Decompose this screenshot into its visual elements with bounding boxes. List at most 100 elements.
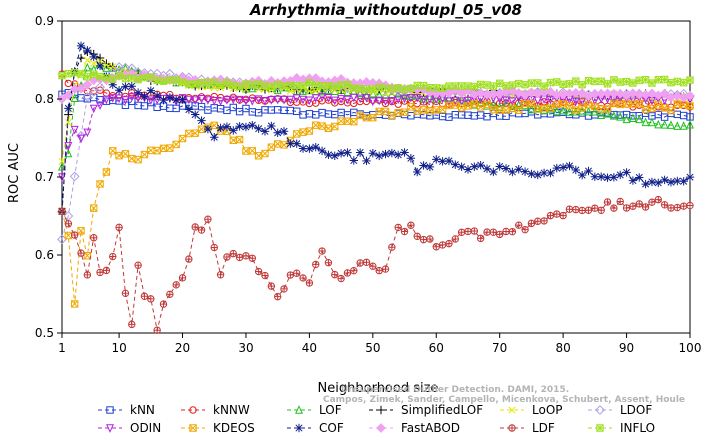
data-point: [597, 110, 606, 119]
data-point: [140, 292, 149, 300]
data-point: [654, 195, 662, 204]
data-point: [204, 216, 212, 223]
data-point: [572, 106, 580, 114]
data-point: [191, 110, 200, 119]
data-point: [299, 274, 307, 282]
data-point: [356, 84, 364, 93]
data-point: [382, 265, 389, 273]
data-point: [400, 108, 409, 116]
data-point: [584, 77, 593, 85]
data-point: [330, 86, 339, 95]
data-point: [603, 105, 612, 113]
data-point: [368, 149, 378, 158]
data-point: [464, 228, 472, 235]
data-point: [597, 207, 605, 214]
data-point: [216, 97, 225, 107]
data-point: [273, 95, 282, 105]
data-point: [456, 88, 467, 99]
data-point: [88, 86, 99, 97]
legend-label: COF: [319, 421, 344, 434]
data-point: [521, 226, 529, 233]
data-point: [419, 81, 428, 90]
data-point: [572, 206, 580, 213]
data-point: [102, 168, 111, 176]
data-point: [82, 92, 93, 102]
data-point: [102, 266, 111, 275]
data-point: [77, 134, 86, 144]
data-point: [76, 130, 86, 141]
data-point: [438, 84, 447, 92]
data-point: [96, 101, 105, 110]
data-point: [128, 97, 136, 106]
legend-entry-ldf: LDF: [500, 421, 555, 434]
data-point: [451, 96, 460, 106]
data-point: [350, 266, 358, 275]
data-point: [90, 70, 98, 78]
data-point: [96, 269, 104, 276]
data-point: [451, 235, 459, 243]
data-point: [58, 207, 66, 216]
legend-marker: [106, 424, 114, 433]
data-point: [254, 124, 263, 133]
data-point: [502, 96, 511, 106]
data-point: [603, 198, 612, 206]
data-point: [578, 207, 586, 214]
data-point: [236, 254, 243, 261]
data-point: [305, 96, 314, 106]
data-point: [71, 231, 78, 239]
data-point: [349, 156, 358, 165]
data-point: [306, 279, 313, 287]
data-point: [172, 281, 180, 289]
data-point: [324, 258, 333, 267]
data-point: [673, 77, 682, 86]
data-point: [388, 243, 396, 251]
data-point: [140, 92, 149, 101]
legend-marker: [189, 424, 197, 432]
data-point: [463, 165, 473, 174]
data-point: [261, 81, 269, 90]
data-point: [679, 78, 688, 87]
data-point: [667, 78, 675, 87]
legend-entry-fastabod: FastABOD: [369, 421, 460, 434]
data-point: [166, 76, 174, 84]
data-point: [508, 227, 517, 236]
data-point: [115, 72, 123, 80]
data-point: [83, 62, 92, 72]
legend-label: LOF: [319, 403, 342, 417]
data-point: [470, 162, 479, 171]
data-point: [602, 88, 613, 99]
legend-label: KDEOS: [213, 421, 255, 434]
legend-label: LDF: [532, 421, 555, 434]
data-point: [198, 226, 205, 234]
data-point: [673, 121, 682, 130]
data-point: [305, 144, 314, 153]
data-point: [128, 321, 135, 328]
data-point: [147, 98, 155, 107]
data-point: [109, 75, 117, 83]
data-point: [76, 83, 86, 94]
data-point: [477, 235, 484, 242]
data-point: [89, 104, 98, 114]
data-point: [102, 61, 110, 69]
data-point: [585, 207, 592, 214]
data-point: [191, 223, 199, 231]
data-point: [140, 150, 149, 159]
data-point: [223, 253, 231, 261]
data-point: [299, 95, 308, 105]
data-point: [312, 99, 320, 107]
data-point: [312, 260, 320, 269]
data-point: [426, 107, 434, 115]
data-point: [495, 230, 504, 239]
data-point: [362, 85, 371, 93]
data-point: [381, 97, 390, 106]
data-point: [515, 79, 523, 88]
data-point: [254, 267, 263, 276]
data-point: [356, 259, 364, 267]
data-point: [425, 162, 435, 172]
data-point: [222, 96, 231, 105]
data-point: [77, 249, 85, 257]
data-point: [64, 142, 73, 151]
y-axis-ticks: 0.5 0.6 0.7 0.8 0.9: [35, 14, 62, 340]
data-point: [343, 148, 352, 157]
